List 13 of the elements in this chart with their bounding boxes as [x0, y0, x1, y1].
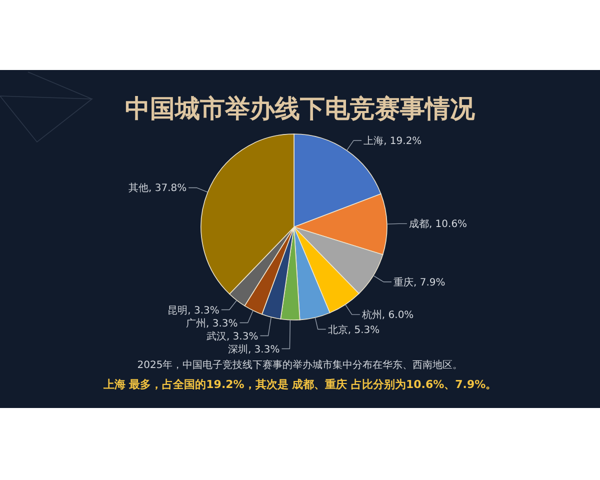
slice-label: 武汉, 3.3%	[206, 330, 258, 342]
slice-label: 上海, 19.2%	[364, 135, 422, 148]
slice-label: 北京, 5.3%	[328, 324, 380, 336]
slice-label: 其他, 37.8%	[128, 182, 187, 194]
text: 上海 最多，占全国的19.2%，其次是 成都、重庆 占比分别为10.6%、7.9%。	[102, 378, 497, 391]
slice-label: 重庆, 7.9%	[394, 276, 446, 288]
slice-label: 深圳, 3.3%	[228, 343, 280, 356]
slice-label: 杭州, 6.0%	[360, 309, 414, 322]
chart-title: 中国城市举办线下电竞赛事情况	[125, 94, 476, 123]
text: 2025年，中国电子竞技线下赛事的举办城市集中分布在华东、西南地区。	[137, 359, 463, 371]
slice-label: 广州, 3.3%	[186, 317, 238, 330]
slice-label: 昆明, 3.3%	[168, 305, 220, 316]
slice-label: 成都, 10.6%	[408, 218, 468, 230]
